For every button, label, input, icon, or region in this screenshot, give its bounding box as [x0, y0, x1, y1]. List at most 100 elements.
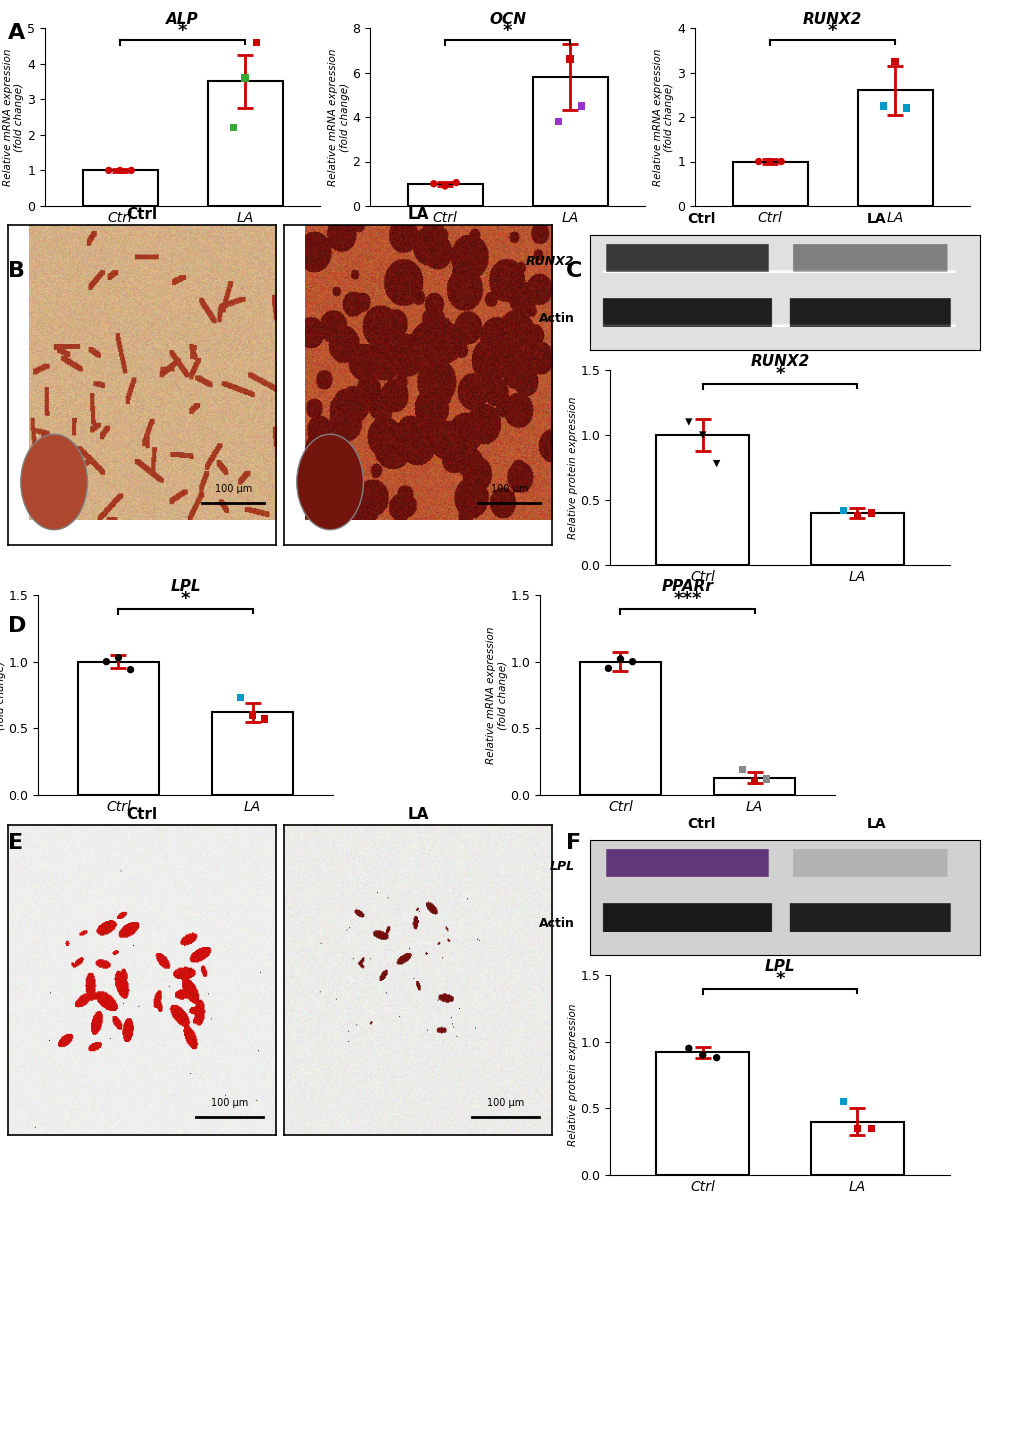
Title: LPL: LPL — [764, 959, 795, 974]
Text: Actin: Actin — [538, 917, 574, 930]
Point — [862, 501, 878, 525]
Point — [599, 656, 615, 680]
Point — [734, 758, 750, 781]
Title: ALP: ALP — [166, 12, 199, 28]
Text: 100 μm: 100 μm — [214, 484, 252, 494]
Bar — [207, 81, 282, 206]
Bar — [810, 513, 903, 565]
Point — [680, 1036, 696, 1059]
Title: LPL: LPL — [170, 578, 201, 594]
Text: RUNX2: RUNX2 — [525, 255, 574, 268]
Point — [886, 49, 902, 72]
Point — [708, 1046, 725, 1069]
Bar — [857, 90, 931, 206]
Title: Ctrl: Ctrl — [126, 207, 157, 223]
Title: PPARr: PPARr — [661, 578, 712, 594]
Point — [436, 174, 452, 197]
Y-axis label: Relative mRNA expression
(fold change): Relative mRNA expression (fold change) — [652, 48, 674, 185]
Bar — [408, 184, 482, 206]
Point — [122, 658, 139, 681]
Text: *: * — [177, 22, 187, 39]
Point — [256, 707, 272, 730]
Text: *: * — [502, 22, 512, 39]
Point — [110, 646, 126, 669]
Title: RUNX2: RUNX2 — [750, 354, 809, 369]
Bar — [713, 778, 794, 796]
Point — [225, 116, 242, 139]
Ellipse shape — [297, 435, 363, 530]
Y-axis label: Relative mRNA expression
(fold change): Relative mRNA expression (fold change) — [3, 48, 24, 185]
Title: LA: LA — [407, 207, 428, 223]
Point — [425, 172, 441, 196]
Point — [232, 685, 249, 709]
Point — [248, 30, 264, 54]
Point — [694, 1043, 710, 1066]
Point — [761, 149, 777, 172]
Bar — [732, 161, 807, 206]
Bar — [810, 1122, 903, 1175]
Point — [112, 159, 128, 183]
Point — [550, 110, 567, 133]
Title: LA: LA — [407, 807, 428, 823]
Text: *: * — [180, 590, 191, 609]
Point — [835, 1090, 851, 1113]
Text: A: A — [8, 23, 25, 43]
Point — [245, 703, 261, 726]
Point — [236, 67, 253, 90]
Text: *: * — [774, 969, 784, 988]
Text: LA: LA — [866, 212, 886, 226]
Bar — [83, 171, 157, 206]
Text: Actin: Actin — [538, 313, 574, 326]
Point — [611, 648, 628, 671]
Text: 100 μm: 100 μm — [490, 484, 527, 494]
Title: RUNX2: RUNX2 — [802, 12, 861, 28]
Y-axis label: Relative mRNA expression
(fold change): Relative mRNA expression (fold change) — [0, 626, 5, 764]
Point — [561, 48, 578, 71]
Point — [98, 651, 114, 674]
Title: OCN: OCN — [488, 12, 526, 28]
Point — [897, 97, 913, 120]
Text: *: * — [827, 22, 837, 39]
Point — [848, 1117, 864, 1140]
Point — [862, 1117, 878, 1140]
Point — [694, 423, 710, 446]
Bar — [655, 435, 748, 565]
Text: LPL: LPL — [549, 859, 574, 872]
Text: F: F — [566, 833, 581, 853]
Bar — [532, 77, 607, 206]
Bar — [580, 662, 660, 796]
Text: ***: *** — [673, 590, 701, 609]
Point — [123, 159, 140, 183]
Bar — [655, 1052, 748, 1175]
Point — [772, 149, 789, 172]
Point — [874, 94, 891, 117]
Text: Ctrl: Ctrl — [686, 817, 714, 830]
Title: Ctrl: Ctrl — [126, 807, 157, 823]
Y-axis label: Relative mRNA expression
(fold change): Relative mRNA expression (fold change) — [327, 48, 350, 185]
Point — [573, 94, 589, 117]
Point — [835, 498, 851, 522]
Point — [101, 159, 117, 183]
Ellipse shape — [20, 435, 88, 530]
Text: 100 μm: 100 μm — [486, 1097, 524, 1107]
Text: LA: LA — [866, 817, 886, 830]
Y-axis label: Relative protein expression: Relative protein expression — [567, 396, 577, 539]
Text: *: * — [774, 365, 784, 383]
Point — [746, 769, 762, 793]
Bar — [212, 713, 292, 796]
Y-axis label: Relative protein expression: Relative protein expression — [567, 1004, 577, 1146]
Text: C: C — [566, 261, 582, 281]
Point — [624, 651, 640, 674]
Text: E: E — [8, 833, 23, 853]
Text: D: D — [8, 616, 26, 636]
Point — [750, 149, 766, 172]
Point — [758, 768, 774, 791]
Point — [447, 171, 464, 194]
Y-axis label: Relative mRNA expression
(fold change): Relative mRNA expression (fold change) — [485, 626, 507, 764]
Text: 100 μm: 100 μm — [211, 1097, 248, 1107]
Point — [848, 504, 864, 527]
Text: B: B — [8, 261, 25, 281]
Point — [680, 410, 696, 433]
Bar — [78, 662, 159, 796]
Point — [708, 452, 725, 475]
